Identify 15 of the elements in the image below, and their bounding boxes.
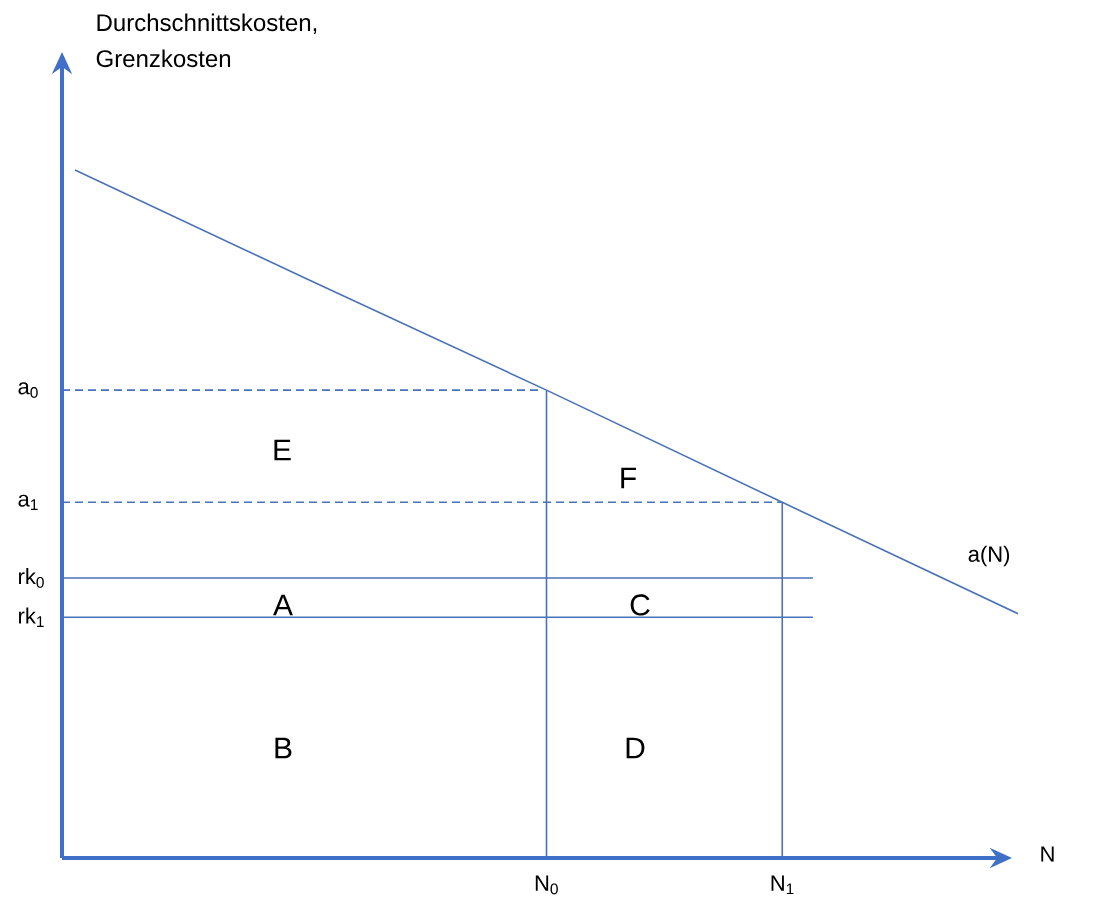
annotation: D [626,737,645,759]
ref-line-label: a$_{0}$ [18,382,38,398]
annotation: F [621,467,636,489]
x-tick-label: N$_{0}$ [535,875,558,895]
annotation: A [273,594,293,616]
ref-line-label: rk$_{0}$ [19,568,44,588]
x-tick-label: N$_{1}$ [771,875,794,895]
annotation: C [630,594,650,616]
ref-line-label: a$_{1}$ [18,494,38,510]
annotation: E [274,439,291,461]
x-axis-title: N [1041,846,1054,862]
annotation: B [275,737,292,759]
series-label: a(N) [968,545,1010,567]
ref-line-label: rk$_{1}$ [19,607,44,627]
y-axis-title: Durchschnittskosten, Grenzkosten [96,13,317,68]
